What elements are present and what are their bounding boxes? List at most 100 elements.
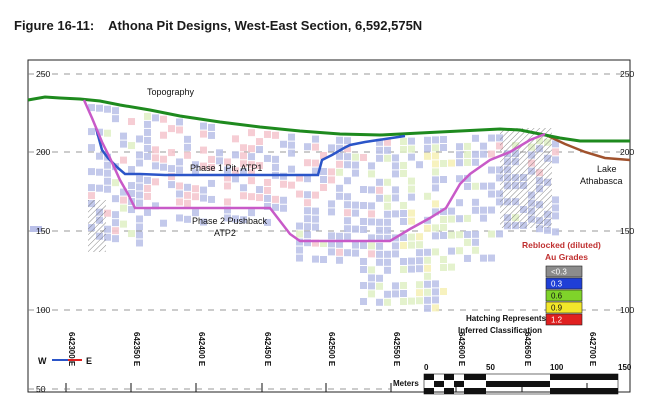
grade-block bbox=[552, 212, 559, 220]
grade-block bbox=[312, 223, 319, 231]
grade-block bbox=[336, 240, 343, 248]
grade-block bbox=[376, 178, 383, 186]
inferred-hatch-zone bbox=[88, 200, 106, 252]
grade-block bbox=[104, 233, 111, 241]
inferred-hatch-zone bbox=[500, 128, 552, 228]
grade-block bbox=[304, 215, 311, 223]
grade-block bbox=[464, 158, 471, 166]
section-frame bbox=[27, 59, 631, 393]
grade-block bbox=[256, 146, 263, 154]
easting-label: 642550 E bbox=[392, 332, 401, 367]
grade-block bbox=[480, 142, 487, 150]
grade-block bbox=[120, 196, 127, 204]
grade-block bbox=[128, 182, 135, 190]
grade-block bbox=[248, 209, 255, 217]
grade-block bbox=[384, 298, 391, 306]
grade-block bbox=[128, 230, 135, 238]
grade-block bbox=[304, 191, 311, 199]
grade-block bbox=[376, 234, 383, 242]
grade-block bbox=[392, 242, 399, 250]
grade-block bbox=[464, 142, 471, 150]
grade-block bbox=[248, 153, 255, 161]
grade-block bbox=[320, 176, 327, 183]
grade-block bbox=[192, 169, 199, 177]
grade-block bbox=[368, 242, 375, 250]
grade-block bbox=[352, 169, 359, 177]
grade-block bbox=[472, 182, 479, 190]
grade-block bbox=[312, 191, 319, 199]
grade-block bbox=[240, 216, 247, 224]
grade-block bbox=[416, 241, 423, 249]
grade-block bbox=[112, 195, 119, 203]
grade-block bbox=[408, 137, 415, 145]
grade-block bbox=[352, 201, 359, 209]
grade-block bbox=[136, 191, 143, 199]
grade-block bbox=[336, 144, 343, 152]
grade-block bbox=[120, 188, 127, 196]
grade-block bbox=[488, 134, 495, 142]
grade-block bbox=[176, 214, 183, 222]
grade-block bbox=[464, 230, 471, 238]
grade-block bbox=[248, 129, 255, 137]
grade-block bbox=[384, 194, 391, 202]
grade-block bbox=[176, 118, 183, 126]
grade-block bbox=[248, 193, 255, 201]
grade-block bbox=[464, 254, 471, 262]
grade-block bbox=[360, 218, 367, 225]
grade-block bbox=[352, 153, 359, 161]
grade-block bbox=[160, 219, 167, 227]
phase1-pit-line bbox=[94, 127, 406, 177]
grade-block bbox=[392, 194, 399, 202]
grade-block bbox=[456, 215, 463, 223]
grade-block bbox=[360, 226, 367, 233]
grade-block bbox=[272, 155, 279, 163]
grade-block bbox=[440, 208, 447, 215]
grade-block bbox=[176, 126, 183, 134]
grade-block bbox=[304, 199, 311, 207]
grade-block bbox=[288, 133, 295, 141]
easting-label: 642650 E bbox=[523, 332, 532, 367]
grade-block bbox=[496, 166, 503, 174]
grade-block bbox=[488, 166, 495, 174]
grade-block bbox=[432, 176, 439, 184]
grade-block bbox=[224, 206, 231, 214]
legend-swatch-label: 0.9 bbox=[551, 304, 563, 313]
grade-block bbox=[400, 282, 407, 289]
grade-block bbox=[312, 215, 319, 223]
grade-block bbox=[128, 166, 135, 174]
grade-block bbox=[272, 195, 279, 203]
grade-block bbox=[368, 162, 375, 170]
compass-east: E bbox=[86, 356, 92, 366]
grade-block bbox=[224, 198, 231, 206]
grade-block bbox=[408, 145, 415, 153]
grade-block bbox=[296, 254, 303, 262]
grade-block bbox=[448, 215, 455, 223]
scale-tick-label: 100 bbox=[550, 363, 564, 372]
grade-block bbox=[192, 209, 199, 217]
grade-block bbox=[360, 154, 367, 161]
grade-block bbox=[488, 230, 495, 238]
grade-block bbox=[232, 215, 239, 223]
grade-block bbox=[232, 167, 239, 175]
easting-labels: 642300 E 642350 E 642400 E 642450 E 642500 E… bbox=[28, 332, 597, 392]
grade-block bbox=[344, 137, 351, 145]
scale-tick-label: 0 bbox=[424, 363, 429, 372]
grade-block bbox=[384, 234, 391, 242]
grade-block bbox=[320, 184, 327, 191]
grade-block bbox=[296, 230, 303, 238]
elevation-labels-right: 250 200 150 100 bbox=[620, 69, 634, 315]
grade-block bbox=[376, 250, 383, 258]
grade-block bbox=[368, 290, 375, 298]
grade-block bbox=[224, 214, 231, 222]
grade-block bbox=[448, 247, 455, 255]
grade-blocks bbox=[30, 104, 559, 312]
grade-block bbox=[112, 179, 119, 187]
grade-block bbox=[168, 125, 175, 133]
grade-block bbox=[376, 146, 383, 154]
legend-swatch-label: 0.3 bbox=[551, 280, 563, 289]
grade-block bbox=[384, 290, 391, 298]
grade-block bbox=[36, 226, 42, 232]
grade-block bbox=[216, 157, 223, 165]
grade-block bbox=[456, 175, 463, 183]
grade-block bbox=[440, 224, 447, 231]
